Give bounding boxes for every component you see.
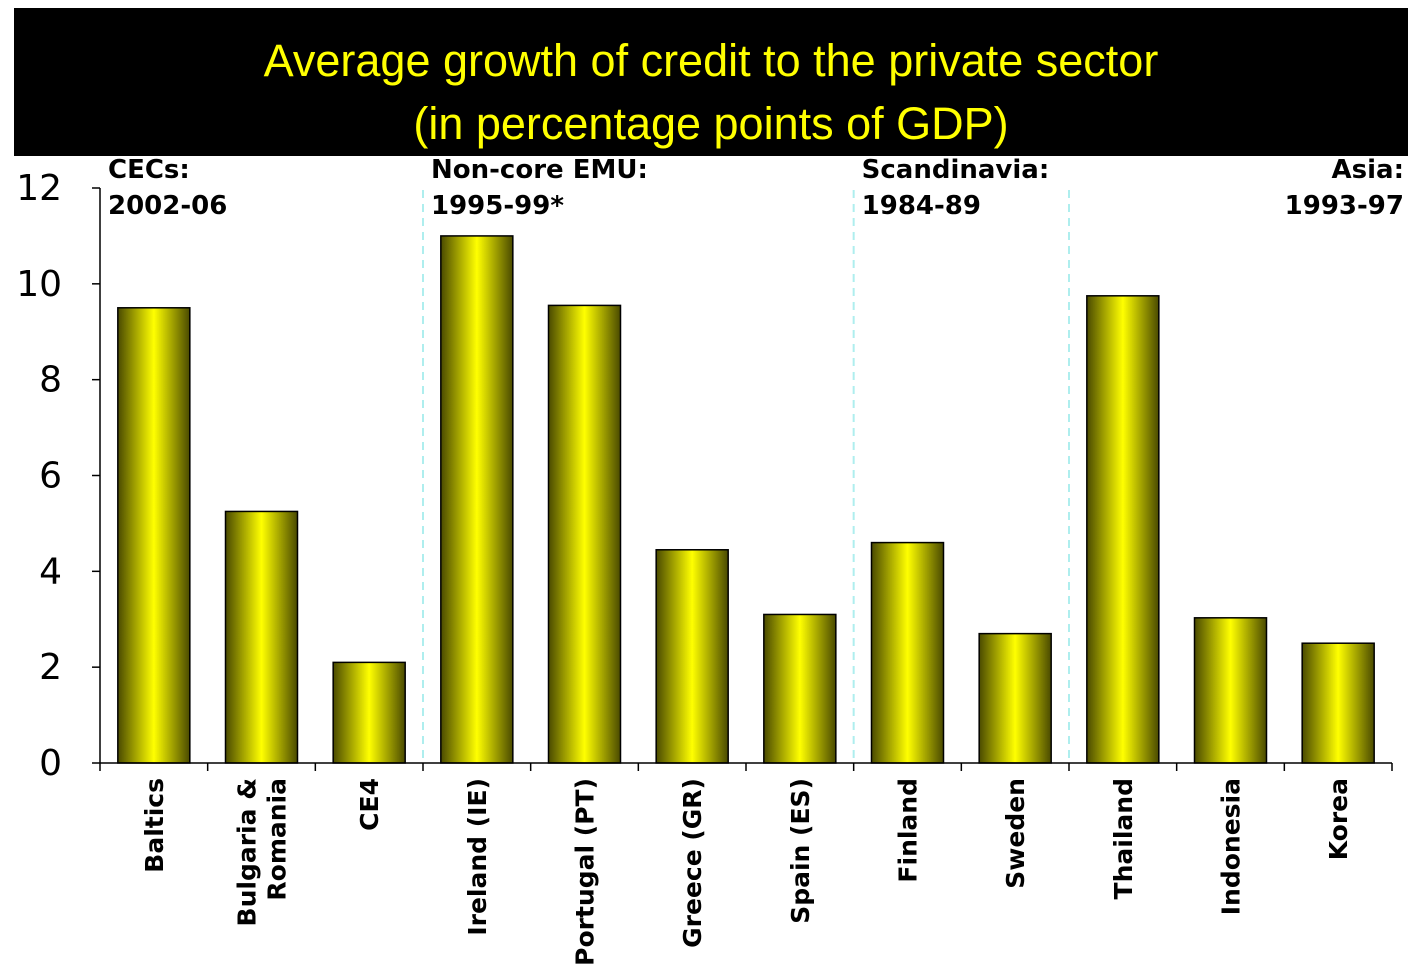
bar — [763, 613, 837, 764]
group-separators — [422, 190, 1070, 763]
bar — [978, 632, 1052, 764]
category-label: Spain (ES) — [786, 778, 815, 924]
group-label: CECs: — [108, 155, 190, 185]
category-label: Bulgaria & — [233, 778, 262, 926]
category-label: Ireland (IE) — [463, 778, 492, 936]
category-label: Sweden — [1001, 778, 1030, 889]
category-label: Indonesia — [1217, 778, 1246, 915]
category-label: Korea — [1324, 778, 1353, 860]
bar — [1301, 642, 1375, 764]
bar — [1086, 295, 1160, 764]
bar — [1193, 617, 1268, 764]
chart-title: Average growth of credit to the private … — [263, 35, 1159, 86]
bar — [655, 549, 729, 764]
y-tick-label: 4 — [39, 551, 62, 592]
category-label: CE4 — [355, 778, 384, 831]
bar — [224, 510, 299, 764]
group-label: 1993-97 — [1285, 191, 1404, 221]
y-tick-label: 6 — [39, 456, 62, 497]
category-label: Romania — [263, 778, 292, 901]
category-label: Portugal (PT) — [571, 778, 600, 966]
category-label: Baltics — [140, 778, 169, 873]
chart-title-band: Average growth of credit to the private … — [14, 8, 1408, 156]
bar — [870, 541, 945, 764]
y-tick-label: 10 — [16, 264, 62, 305]
y-axis-ticks: 0 2 4 6 8 10 12 — [16, 168, 100, 784]
bar — [332, 661, 406, 764]
group-labels: CECs: 2002-06 Non-core EMU: 1995-99* Scandin… — [108, 155, 1404, 221]
group-label: Non-core EMU: — [431, 155, 648, 185]
category-label: Finland — [894, 778, 923, 883]
bar-series — [117, 235, 1375, 764]
y-tick-label: 2 — [39, 647, 62, 688]
group-label: Asia: — [1332, 155, 1404, 185]
x-axis-labels: Baltics Bulgaria & Romania CE4 Ireland (IE) P… — [140, 778, 1353, 966]
group-label: Scandinavia: — [862, 155, 1050, 185]
group-label: 1984-89 — [862, 191, 981, 221]
category-label: Thailand — [1109, 778, 1138, 899]
group-label: 1995-99* — [431, 191, 564, 221]
y-tick-label: 0 — [39, 743, 62, 784]
bar — [117, 307, 191, 764]
category-label: Greece (GR) — [678, 778, 707, 948]
chart-subtitle: (in percentage points of GDP) — [413, 98, 1009, 149]
bar — [547, 304, 622, 764]
y-tick-label: 8 — [39, 360, 62, 401]
group-label: 2002-06 — [108, 191, 227, 221]
bar — [440, 235, 514, 764]
y-tick-label: 12 — [16, 168, 62, 209]
